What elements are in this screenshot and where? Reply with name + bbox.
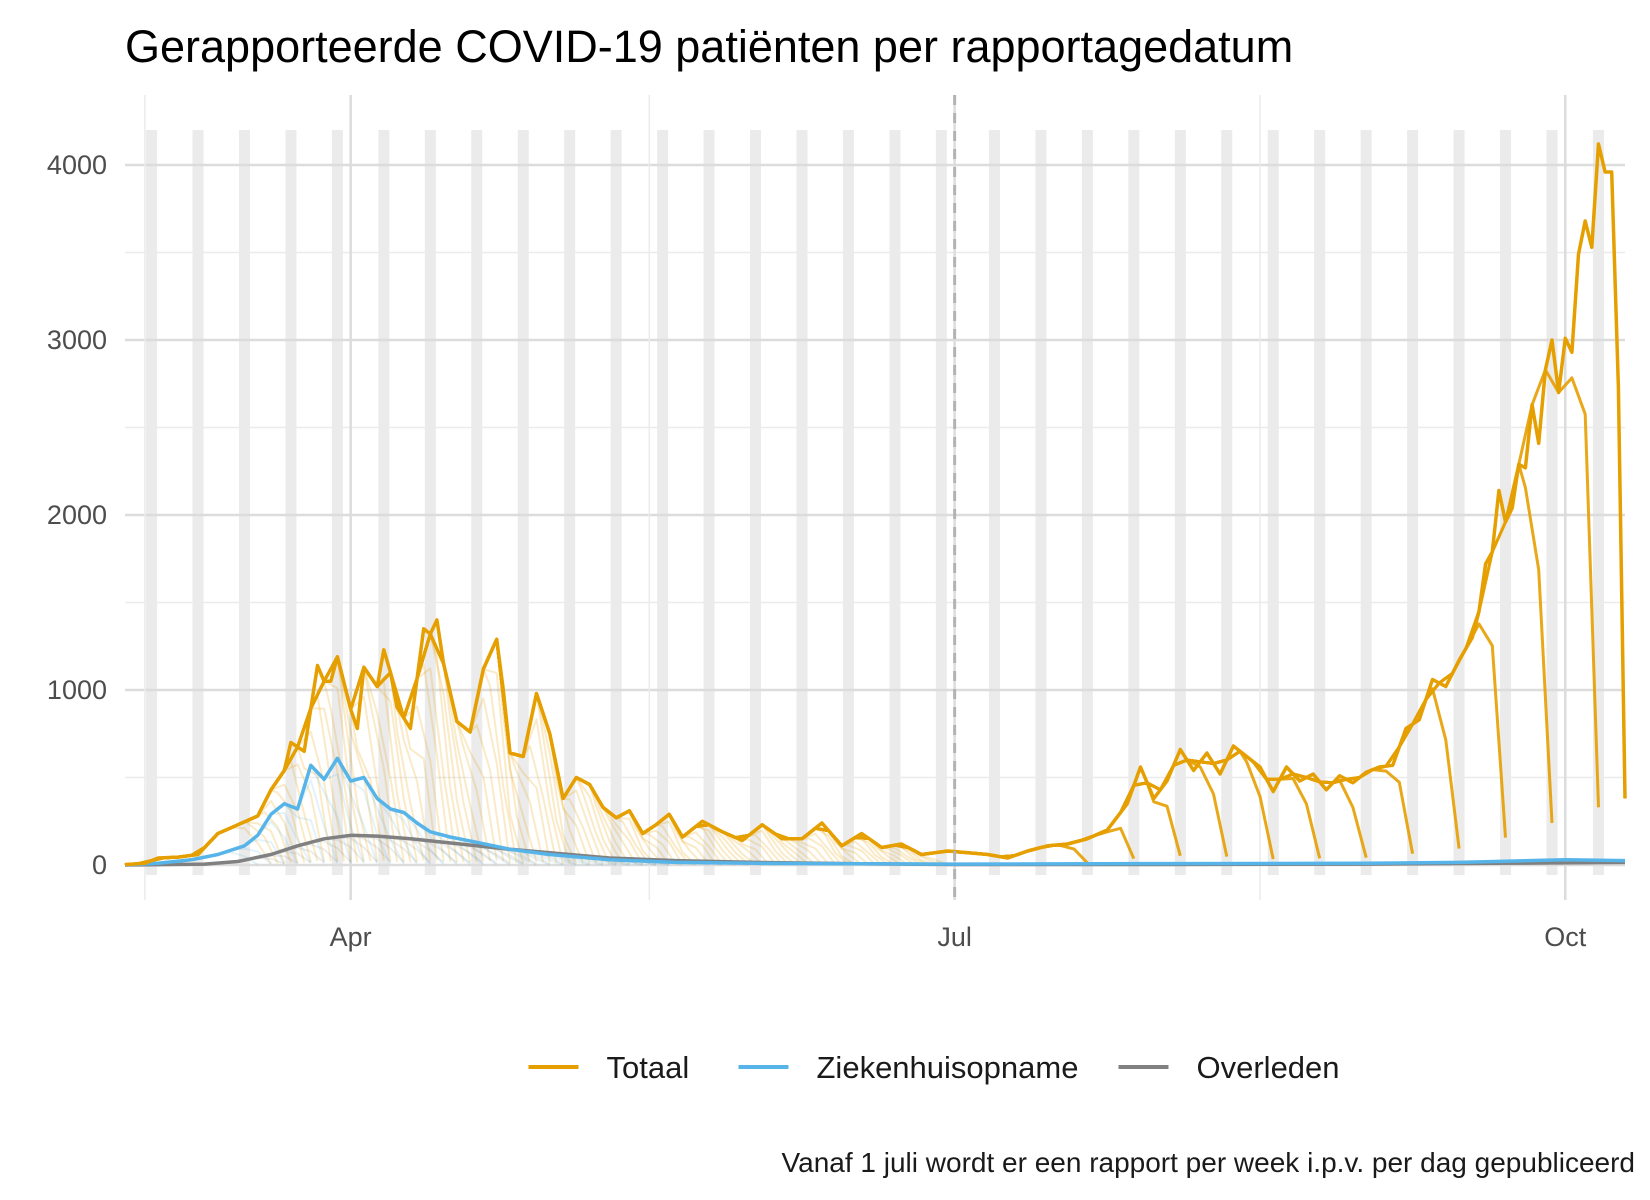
x-tick-label: Apr [330,922,372,952]
report-band [842,130,854,875]
report-band [378,130,390,875]
report-band [657,130,669,875]
chart-caption: Vanaf 1 juli wordt er een rapport per we… [782,1147,1635,1178]
report-curve [124,633,856,866]
report-band [889,130,901,875]
report-band [750,130,762,875]
report-band [424,130,436,875]
report-band [1453,130,1465,875]
legend: Totaal Ziekenhuisopname Overleden [528,1050,1340,1085]
report-band [564,130,576,875]
y-tick-label: 1000 [47,675,107,705]
report-band [1267,130,1279,875]
report-curve [124,633,850,866]
report-band [285,130,297,875]
legend-label-totaal: Totaal [607,1050,690,1085]
report-band [331,130,343,875]
report-curve [124,633,664,866]
legend-label-ziekenhuisopname: Ziekenhuisopname [817,1050,1079,1085]
report-band [935,130,947,875]
report-band [1081,130,1093,875]
report-band [471,130,483,875]
report-band [1546,130,1558,875]
report-band [1592,130,1604,875]
report-band [703,130,715,875]
y-tick-label: 2000 [47,500,107,530]
weekend-bands [146,130,1604,875]
series-line-totaal [124,142,1627,867]
report-band [192,130,204,875]
x-tick-label: Oct [1544,922,1587,952]
report-band [238,130,250,875]
report-band [146,130,158,875]
y-tick-label: 0 [92,850,107,880]
report-band [610,130,622,875]
y-tick-label: 3000 [47,325,107,355]
report-band [1407,130,1419,875]
report-band [988,130,1000,875]
chart-title: Gerapporteerde COVID-19 patiënten per ra… [125,21,1293,72]
report-curve [124,632,1182,867]
legend-label-overleden: Overleden [1197,1050,1340,1085]
report-band [1174,130,1186,875]
report-band [1221,130,1233,875]
report-band [1035,130,1047,875]
x-axis-ticks: Apr Jul Oct [330,922,1587,952]
report-curve [124,632,1136,867]
report-band [1314,130,1326,875]
report-band [1128,130,1140,875]
report-band [796,130,808,875]
y-tick-label: 4000 [47,150,107,180]
report-band [1360,130,1372,875]
x-tick-label: Jul [937,922,972,952]
series-line-ziekenhuisopname [124,756,1626,867]
report-fans [124,368,1600,867]
series-lines [124,142,1627,867]
report-band [517,130,529,875]
y-axis-ticks: 0 1000 2000 3000 4000 [47,150,107,880]
report-band [1500,130,1512,875]
